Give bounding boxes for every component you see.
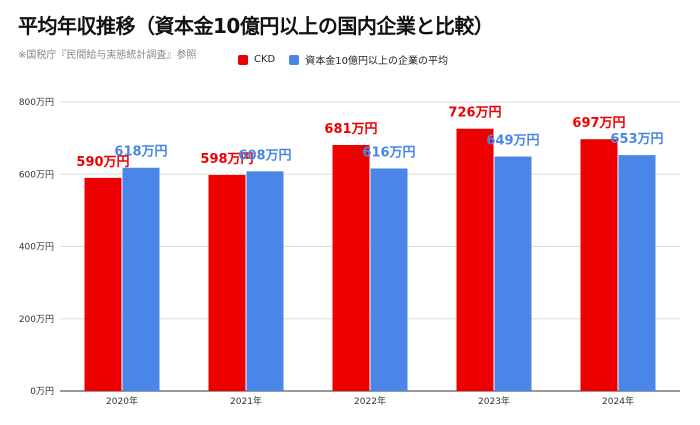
data-label-average-1: 608万円 (238, 148, 291, 163)
data-label-ckd-1: 598万円 (200, 152, 253, 167)
x-tick-label-1: 2021年 (230, 395, 262, 407)
legend-label-ckd: CKD (254, 54, 276, 65)
bar-average-2 (370, 168, 408, 391)
bar-ckd-1 (208, 174, 246, 391)
data-label-average-4: 653万円 (610, 132, 663, 147)
chart-subtitle: ※国税庁『民間給与実態統計調査』参照 (18, 50, 197, 61)
data-label-ckd-0: 590万円 (76, 155, 129, 170)
data-label-average-0: 618万円 (114, 145, 167, 160)
bar-ckd-4 (580, 139, 618, 391)
data-label-average-3: 649万円 (486, 134, 539, 149)
x-tick-label-4: 2024年 (602, 395, 634, 407)
legend-swatch-ckd (238, 54, 248, 65)
chart-legend: CKD 資本金10億円以上の企業の平均 (238, 52, 448, 67)
legend-item-average: 資本金10億円以上の企業の平均 (289, 52, 448, 67)
chart-title: 平均年収推移（資本金10億円以上の国内企業と比較） (18, 14, 494, 38)
bar-average-3 (494, 156, 532, 391)
data-label-ckd-4: 697万円 (572, 116, 625, 131)
legend-item-ckd: CKD (238, 54, 275, 65)
bar-ckd-3 (456, 128, 494, 392)
legend-swatch-average (289, 54, 300, 65)
bar-average-4 (618, 155, 656, 391)
x-tick-label-0: 2020年 (106, 395, 138, 407)
x-tick-label-3: 2023年 (478, 395, 510, 407)
y-tick-label-800: 800万円 (19, 97, 54, 108)
data-label-average-2: 616万円 (362, 145, 415, 160)
bar-ckd-0 (84, 177, 122, 391)
bar-average-0 (122, 167, 160, 391)
y-tick-label-200: 200万円 (19, 314, 54, 325)
data-label-ckd-2: 681万円 (324, 122, 377, 137)
data-label-ckd-3: 726万円 (448, 106, 501, 121)
legend-label-average: 資本金10億円以上の企業の平均 (305, 56, 448, 67)
bar-ckd-2 (332, 144, 370, 391)
y-tick-label-400: 400万円 (19, 242, 54, 253)
y-tick-label-600: 600万円 (19, 169, 54, 180)
bar-average-1 (246, 171, 284, 391)
x-tick-label-2: 2022年 (354, 395, 386, 407)
y-tick-label-0: 0万円 (30, 386, 54, 397)
